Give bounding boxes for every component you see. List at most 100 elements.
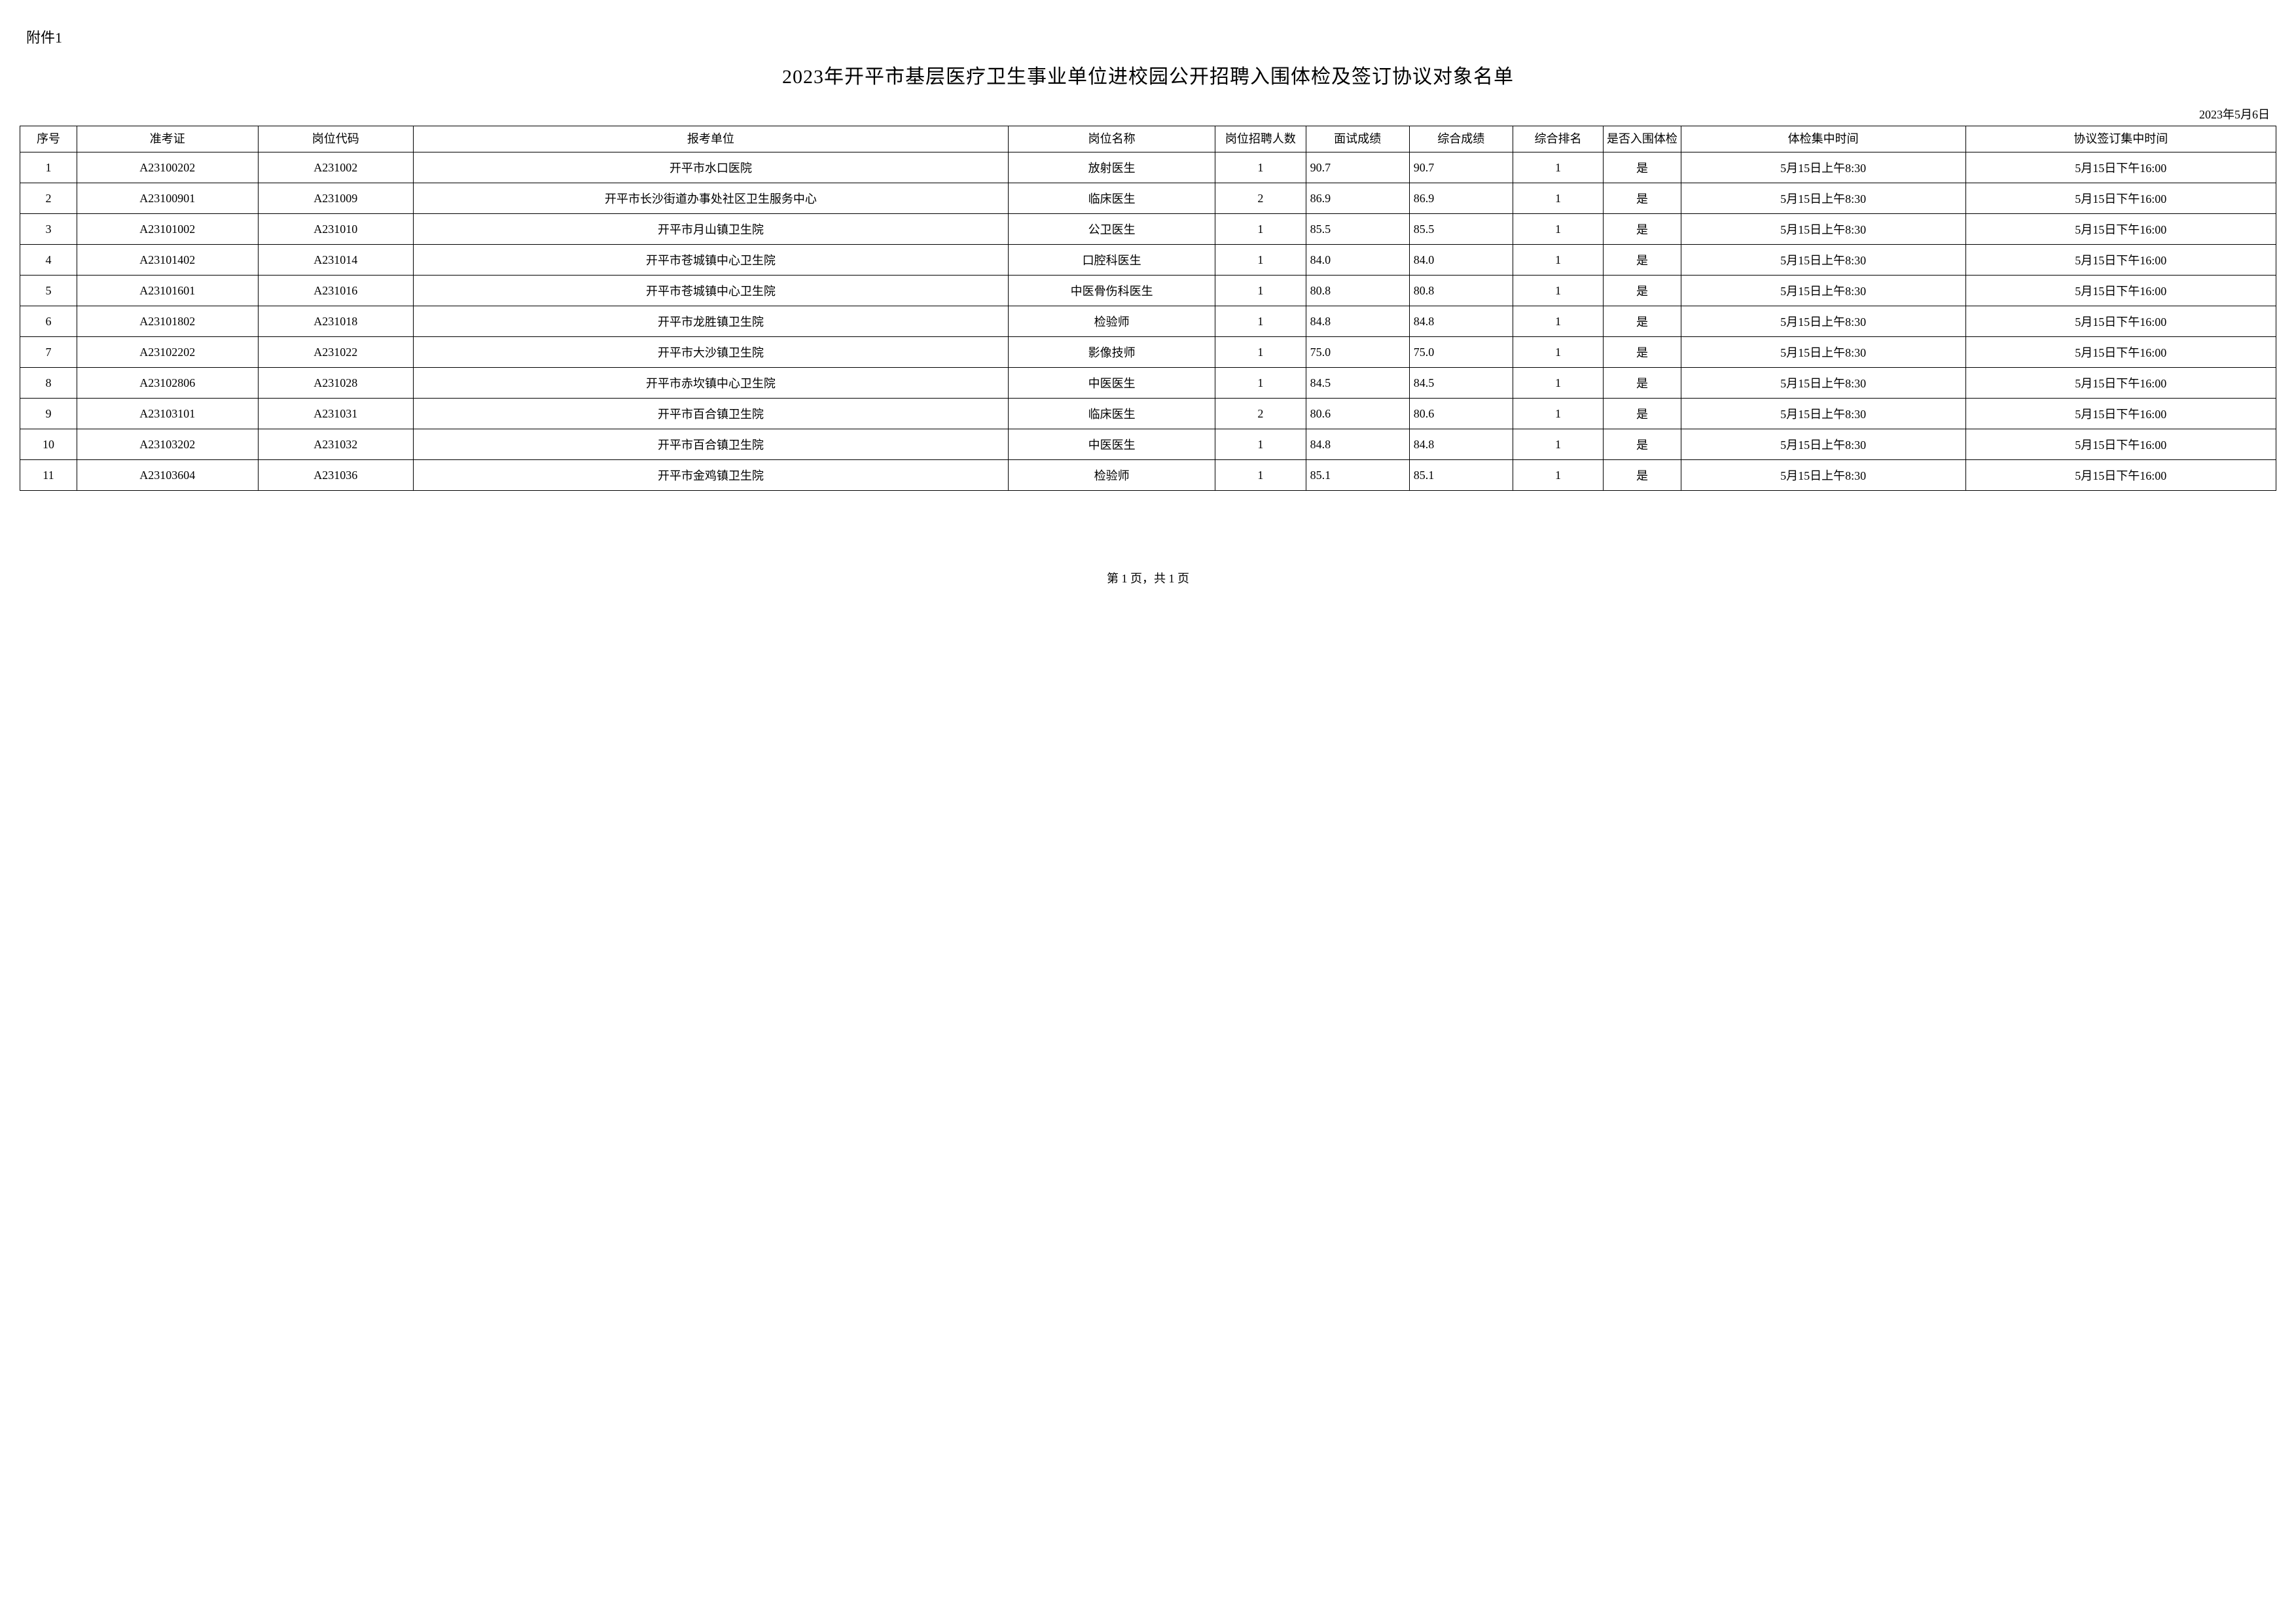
table-cell: 84.5	[1306, 368, 1409, 399]
table-cell: A231028	[258, 368, 413, 399]
table-cell: 3	[20, 214, 77, 245]
table-body: 1A23100202A231002开平市水口医院放射医生190.790.71是5…	[20, 152, 2276, 491]
table-cell: A231016	[258, 276, 413, 306]
col-header-pass: 是否入围体检	[1604, 126, 1681, 152]
table-cell: 1	[1215, 152, 1306, 183]
table-cell: 11	[20, 460, 77, 491]
table-cell: 公卫医生	[1009, 214, 1215, 245]
table-cell: 开平市金鸡镇卫生院	[413, 460, 1008, 491]
table-cell: 5月15日下午16:00	[1965, 337, 2276, 368]
col-header-exam-time: 体检集中时间	[1681, 126, 1965, 152]
table-cell: 7	[20, 337, 77, 368]
table-cell: 5月15日下午16:00	[1965, 183, 2276, 214]
data-table: 序号 准考证 岗位代码 报考单位 岗位名称 岗位招聘人数 面试成绩 综合成绩 综…	[20, 126, 2276, 491]
col-header-unit: 报考单位	[413, 126, 1008, 152]
table-row: 8A23102806A231028开平市赤坎镇中心卫生院中医医生184.584.…	[20, 368, 2276, 399]
table-cell: 85.5	[1409, 214, 1513, 245]
table-cell: 1	[1215, 276, 1306, 306]
table-cell: A231010	[258, 214, 413, 245]
table-cell: 5月15日上午8:30	[1681, 214, 1965, 245]
table-cell: 75.0	[1306, 337, 1409, 368]
table-cell: 5月15日上午8:30	[1681, 460, 1965, 491]
table-cell: 5月15日下午16:00	[1965, 245, 2276, 276]
table-cell: 开平市百合镇卫生院	[413, 399, 1008, 429]
table-cell: 84.0	[1306, 245, 1409, 276]
table-cell: 开平市百合镇卫生院	[413, 429, 1008, 460]
table-cell: 5月15日下午16:00	[1965, 460, 2276, 491]
col-header-total: 综合成绩	[1409, 126, 1513, 152]
col-header-headcount: 岗位招聘人数	[1215, 126, 1306, 152]
table-cell: 5月15日上午8:30	[1681, 152, 1965, 183]
col-header-pos-name: 岗位名称	[1009, 126, 1215, 152]
table-cell: 5月15日下午16:00	[1965, 214, 2276, 245]
table-cell: 2	[20, 183, 77, 214]
table-cell: 1	[1215, 368, 1306, 399]
table-cell: A23101402	[77, 245, 258, 276]
table-cell: 10	[20, 429, 77, 460]
table-cell: 中医医生	[1009, 429, 1215, 460]
table-cell: A23101802	[77, 306, 258, 337]
table-cell: 80.6	[1306, 399, 1409, 429]
table-cell: 1	[1513, 306, 1603, 337]
table-cell: 临床医生	[1009, 399, 1215, 429]
col-header-pos-code: 岗位代码	[258, 126, 413, 152]
table-cell: 是	[1604, 306, 1681, 337]
page-footer: 第 1 页，共 1 页	[20, 569, 2276, 586]
table-cell: 85.5	[1306, 214, 1409, 245]
table-cell: 5月15日上午8:30	[1681, 183, 1965, 214]
table-cell: 2	[1215, 183, 1306, 214]
table-cell: 5月15日下午16:00	[1965, 429, 2276, 460]
table-cell: A231022	[258, 337, 413, 368]
table-cell: 1	[1513, 429, 1603, 460]
table-cell: 5月15日上午8:30	[1681, 306, 1965, 337]
table-row: 1A23100202A231002开平市水口医院放射医生190.790.71是5…	[20, 152, 2276, 183]
table-cell: 90.7	[1306, 152, 1409, 183]
table-row: 2A23100901A231009开平市长沙街道办事处社区卫生服务中心临床医生2…	[20, 183, 2276, 214]
table-cell: 中医医生	[1009, 368, 1215, 399]
table-cell: 84.8	[1306, 429, 1409, 460]
table-cell: 84.8	[1409, 306, 1513, 337]
table-cell: 86.9	[1409, 183, 1513, 214]
table-cell: 6	[20, 306, 77, 337]
table-cell: 5月15日上午8:30	[1681, 337, 1965, 368]
table-cell: 放射医生	[1009, 152, 1215, 183]
table-cell: 1	[1513, 214, 1603, 245]
table-row: 3A23101002A231010开平市月山镇卫生院公卫医生185.585.51…	[20, 214, 2276, 245]
table-row: 4A23101402A231014开平市苍城镇中心卫生院口腔科医生184.084…	[20, 245, 2276, 276]
table-cell: 1	[1513, 245, 1603, 276]
table-cell: 5月15日上午8:30	[1681, 245, 1965, 276]
table-cell: 1	[1215, 429, 1306, 460]
table-cell: 开平市苍城镇中心卫生院	[413, 276, 1008, 306]
table-cell: 84.8	[1306, 306, 1409, 337]
table-cell: A231036	[258, 460, 413, 491]
table-cell: A231009	[258, 183, 413, 214]
table-row: 6A23101802A231018开平市龙胜镇卫生院检验师184.884.81是…	[20, 306, 2276, 337]
table-cell: 85.1	[1306, 460, 1409, 491]
table-cell: 1	[1215, 306, 1306, 337]
table-cell: 84.5	[1409, 368, 1513, 399]
table-cell: 是	[1604, 276, 1681, 306]
table-cell: 1	[1215, 214, 1306, 245]
table-cell: 4	[20, 245, 77, 276]
col-header-seq: 序号	[20, 126, 77, 152]
table-cell: 1	[1513, 152, 1603, 183]
table-cell: 检验师	[1009, 460, 1215, 491]
table-row: 9A23103101A231031开平市百合镇卫生院临床医生280.680.61…	[20, 399, 2276, 429]
table-cell: 5月15日下午16:00	[1965, 399, 2276, 429]
table-row: 7A23102202A231022开平市大沙镇卫生院影像技师175.075.01…	[20, 337, 2276, 368]
table-cell: 检验师	[1009, 306, 1215, 337]
table-cell: A231014	[258, 245, 413, 276]
table-cell: 1	[1215, 245, 1306, 276]
table-cell: A231018	[258, 306, 413, 337]
table-cell: 1	[1215, 337, 1306, 368]
table-cell: 是	[1604, 183, 1681, 214]
table-cell: 是	[1604, 337, 1681, 368]
table-cell: 5月15日下午16:00	[1965, 368, 2276, 399]
table-cell: 是	[1604, 368, 1681, 399]
table-cell: 是	[1604, 214, 1681, 245]
table-cell: 86.9	[1306, 183, 1409, 214]
page-title: 2023年开平市基层医疗卫生事业单位进校园公开招聘入围体检及签订协议对象名单	[20, 60, 2276, 89]
table-cell: 75.0	[1409, 337, 1513, 368]
table-cell: 90.7	[1409, 152, 1513, 183]
attachment-label: 附件1	[26, 26, 2276, 47]
